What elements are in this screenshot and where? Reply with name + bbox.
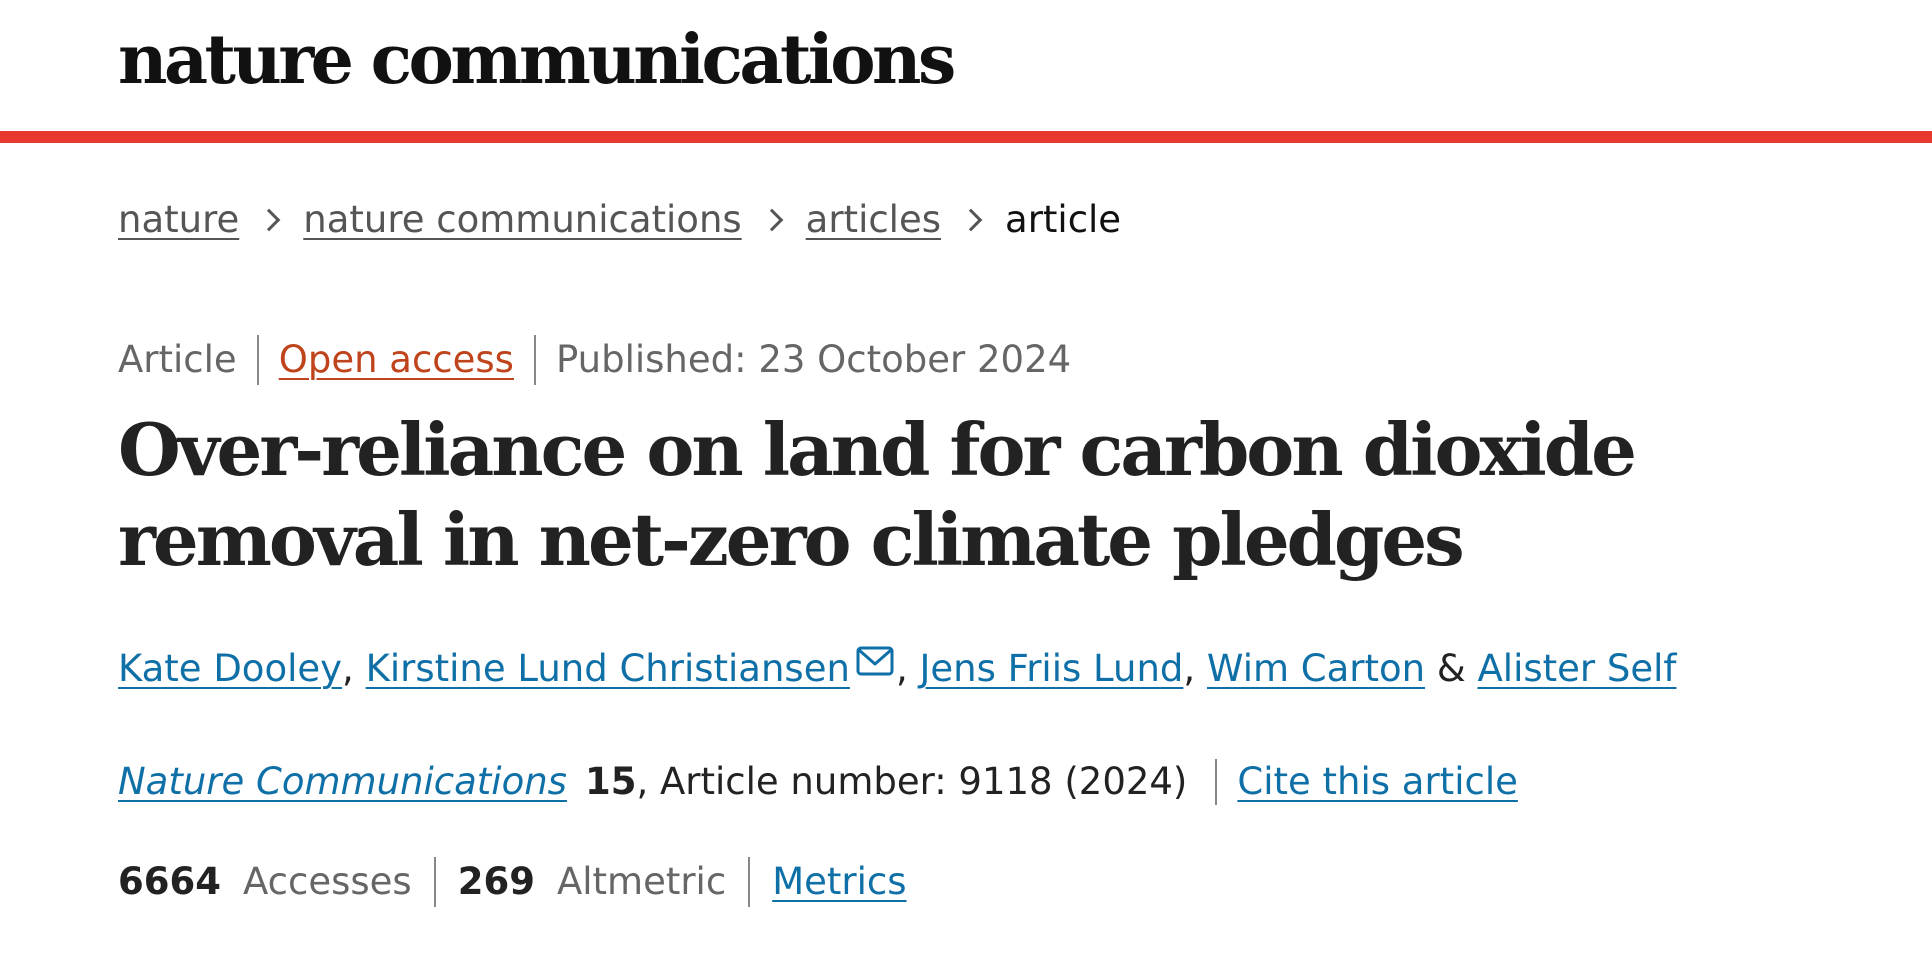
author-separator: , bbox=[895, 647, 908, 690]
breadcrumb-link-articles[interactable]: articles bbox=[805, 198, 942, 241]
article-meta: Article Open access Published: 23 Octobe… bbox=[118, 335, 1071, 385]
divider bbox=[433, 857, 436, 907]
chevron-right-icon bbox=[959, 208, 983, 232]
breadcrumb-current: article bbox=[1005, 198, 1122, 241]
article-type: Article bbox=[118, 338, 237, 381]
journal-logo[interactable]: nature communications bbox=[118, 20, 956, 100]
volume-number: 15 bbox=[584, 760, 637, 803]
accesses-label: Accesses bbox=[242, 860, 412, 903]
article-title: Over-reliance on land for carbon dioxide… bbox=[118, 407, 1637, 582]
site-header: nature communications bbox=[0, 0, 1932, 135]
mail-icon[interactable] bbox=[856, 646, 894, 676]
cite-this-article-link[interactable]: Cite this article bbox=[1237, 760, 1518, 803]
divider bbox=[1215, 759, 1218, 805]
author-list: Kate Dooley, Kirstine Lund Christiansen,… bbox=[118, 644, 1676, 694]
header-accent-bar bbox=[0, 131, 1932, 143]
breadcrumb: nature nature communications articles ar… bbox=[118, 196, 1121, 244]
chevron-right-icon bbox=[257, 208, 281, 232]
author-link[interactable]: Jens Friis Lund bbox=[919, 647, 1184, 690]
divider bbox=[533, 335, 536, 385]
breadcrumb-link-nature-communications[interactable]: nature communications bbox=[303, 198, 742, 241]
divider bbox=[748, 857, 751, 907]
chevron-right-icon bbox=[760, 208, 783, 232]
article-metrics: 6664 Accesses 269 Altmetric Metrics bbox=[118, 857, 907, 907]
author-separator: , bbox=[1183, 647, 1196, 690]
article-number: , Article number: 9118 (2024) bbox=[636, 760, 1188, 803]
journal-link[interactable]: Nature Communications bbox=[118, 760, 567, 803]
breadcrumb-link-nature[interactable]: nature bbox=[118, 198, 240, 241]
author-separator: , bbox=[342, 647, 354, 690]
divider bbox=[256, 335, 259, 385]
author-link[interactable]: Alister Self bbox=[1477, 647, 1677, 690]
author-link[interactable]: Wim Carton bbox=[1206, 647, 1426, 690]
author-ampersand: & bbox=[1436, 647, 1466, 690]
author-link[interactable]: Kate Dooley bbox=[118, 647, 343, 690]
published-date: Published: 23 October 2024 bbox=[555, 338, 1072, 381]
citation-line: Nature Communications 15 , Article numbe… bbox=[118, 757, 1518, 807]
author-link[interactable]: Kirstine Lund Christiansen bbox=[365, 647, 850, 690]
altmetric-count: 269 bbox=[457, 860, 535, 903]
open-access-link[interactable]: Open access bbox=[278, 338, 514, 381]
metrics-link[interactable]: Metrics bbox=[772, 860, 907, 903]
altmetric-label: Altmetric bbox=[556, 860, 727, 903]
accesses-count: 6664 bbox=[118, 860, 221, 903]
